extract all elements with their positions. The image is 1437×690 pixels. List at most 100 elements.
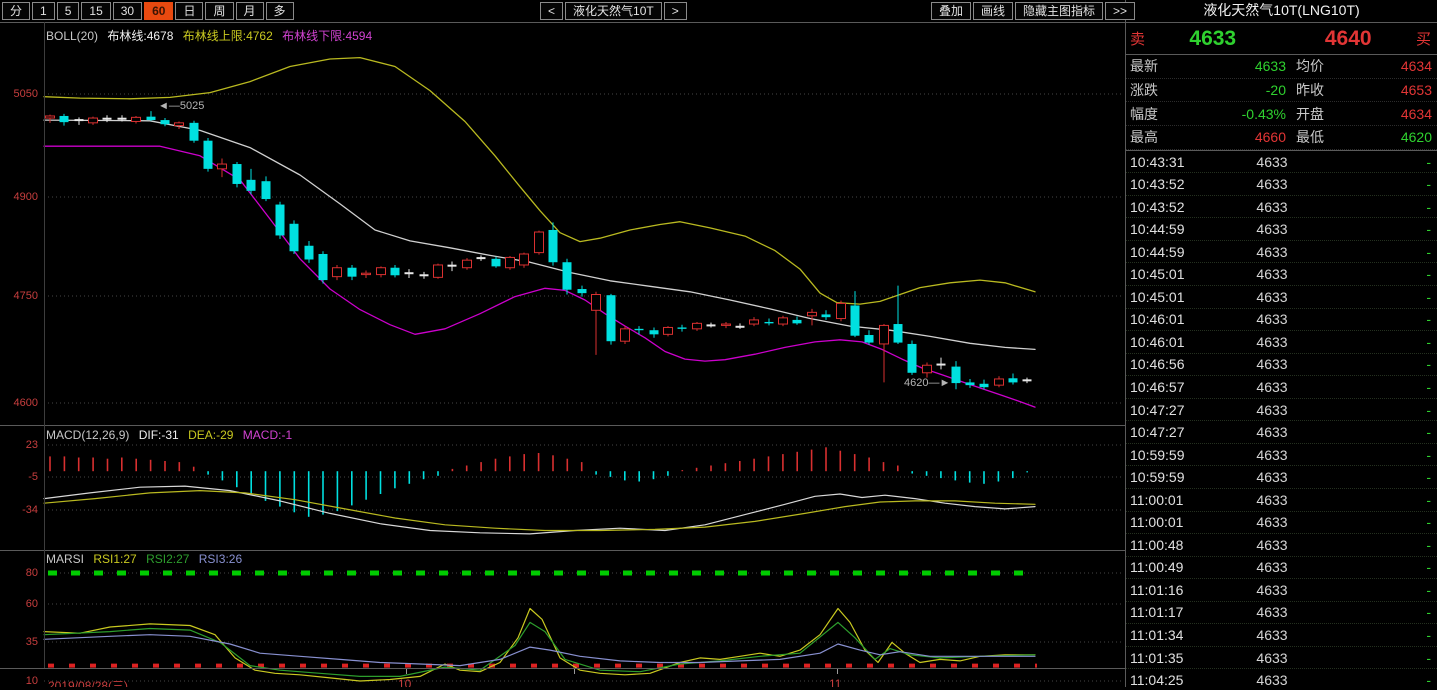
quote-v1: 4660	[1254, 129, 1286, 146]
chart-canvas[interactable]	[0, 0, 1125, 687]
tick-time: 10:59:59	[1130, 469, 1185, 486]
x-axis-strip: 2019/08/28(三) 10 11	[0, 669, 1125, 687]
tick-time: 11:00:48	[1130, 536, 1184, 553]
macd-panel	[43, 447, 1036, 535]
quote-l2: 最低	[1296, 129, 1324, 146]
tick-time: 10:43:31	[1130, 153, 1185, 170]
tick-price: 4633	[1256, 356, 1288, 373]
tick-time: 11:00:49	[1130, 559, 1184, 576]
tick-time: 10:45:01	[1130, 266, 1185, 283]
tick-time: 11:04:25	[1130, 672, 1184, 689]
tick-volume: -	[1426, 536, 1431, 553]
period-button-60[interactable]: 60	[144, 2, 174, 20]
tick-price: 4633	[1256, 514, 1288, 531]
period-button-多[interactable]: 多	[265, 2, 294, 20]
prev-symbol-button[interactable]: <	[540, 2, 564, 20]
tick-time: 10:59:59	[1130, 446, 1185, 463]
tick-row: 10:43:31 4633 -	[1126, 151, 1437, 174]
tick-volume: -	[1426, 378, 1431, 395]
tick-row: 10:46:01 4633 -	[1126, 309, 1437, 332]
tick-row: 11:01:16 4633 -	[1126, 579, 1437, 602]
tick-price: 4633	[1256, 672, 1288, 689]
tick-row: 11:00:48 4633 -	[1126, 534, 1437, 557]
tick-list[interactable]: 10:43:31 4633-10:43:52 4633-10:43:52 4633-1…	[1126, 151, 1437, 690]
y-axis-label: 4600	[13, 397, 38, 409]
quote-summary: 最新 4633 均价 4634 涨跌 -20 昨收 4653 幅度 -0.43% 开盘 4634 最高 4…	[1126, 55, 1437, 151]
tick-price: 4633	[1256, 491, 1288, 508]
period-button-日[interactable]: 日	[175, 2, 204, 20]
tick-price: 4633	[1256, 176, 1288, 193]
period-button-group: 分 1 5 15 30 60 日周月多	[2, 2, 294, 20]
x-axis-tick	[406, 669, 407, 674]
chart-region[interactable]: BOLL(20) 布林线:4678 布林线上限:4762 布林线下限:4594 …	[0, 0, 1125, 687]
draw-line-button[interactable]: 画线	[973, 2, 1014, 20]
tick-time: 11:01:17	[1130, 604, 1184, 621]
period-button-5[interactable]: 5	[56, 2, 80, 20]
tick-volume: -	[1426, 198, 1431, 215]
quote-l1: 最新	[1130, 58, 1158, 75]
tick-price: 4633	[1256, 604, 1288, 621]
tick-time: 11:01:16	[1130, 581, 1184, 598]
macd-indicator-caption: MACD(12,26,9) DIF:-31 DEA:-29 MACD:-1	[46, 428, 298, 442]
period-button-分[interactable]: 分	[2, 2, 31, 20]
period-button-30[interactable]: 30	[112, 2, 143, 20]
grid-lines	[44, 93, 1122, 682]
tick-price: 4633	[1256, 469, 1288, 486]
quote-row: 最新 4633 均价 4634	[1126, 55, 1437, 79]
period-button-月[interactable]: 月	[235, 2, 264, 20]
tick-price: 4633	[1256, 243, 1288, 260]
tick-volume: -	[1426, 604, 1431, 621]
hide-main-indicator-button[interactable]: 隐藏主图指标	[1015, 2, 1104, 20]
tick-time: 11:00:01	[1130, 491, 1184, 508]
tick-row: 10:45:01 4633 -	[1126, 263, 1437, 287]
tick-price: 4633	[1256, 649, 1288, 666]
x-axis-label: 2019/08/28(三)	[48, 679, 129, 687]
ask-price: 4640	[1324, 26, 1372, 50]
period-button-1[interactable]: 1	[32, 2, 55, 20]
rsi3-value-label: RSI3:26	[198, 552, 243, 566]
tick-row: 11:00:49 4633 -	[1126, 557, 1437, 580]
tick-row: 10:44:59 4633 -	[1126, 241, 1437, 264]
y-axis-label: 35	[25, 636, 38, 648]
tick-volume: -	[1426, 288, 1431, 305]
sell-label: 卖	[1130, 31, 1146, 48]
period-button-15[interactable]: 15	[81, 2, 111, 20]
macd-name-label: MACD(12,26,9)	[46, 428, 130, 442]
period-button-周[interactable]: 周	[205, 2, 234, 20]
rsi1-value-label: RSI1:27	[93, 552, 137, 566]
more-tools-button[interactable]: >>	[1105, 2, 1136, 20]
tick-price: 4633	[1256, 581, 1288, 598]
tick-row: 10:45:01 4633 -	[1126, 286, 1437, 309]
symbol-button[interactable]: 液化天然气10T	[565, 2, 662, 20]
tick-price: 4633	[1256, 333, 1288, 350]
y-axis-label: 60	[25, 598, 38, 610]
tick-row: 11:01:17 4633 -	[1126, 602, 1437, 625]
dea-value-label: DEA:-29	[188, 428, 234, 442]
tick-time: 10:46:57	[1130, 378, 1185, 395]
tick-row: 10:59:59 4633 -	[1126, 444, 1437, 467]
rsi-name-label: MARSI	[46, 552, 85, 566]
overlay-button[interactable]: 叠加	[931, 2, 972, 20]
tick-time: 10:46:01	[1130, 311, 1185, 328]
tick-price: 4633	[1256, 446, 1288, 463]
boll-indicator-caption: BOLL(20) 布林线:4678 布林线上限:4762 布林线下限:4594	[46, 27, 378, 44]
tick-time: 10:45:01	[1130, 288, 1185, 305]
quote-v1: 4633	[1254, 58, 1286, 75]
quote-l2: 开盘	[1296, 105, 1324, 122]
quote-l2: 均价	[1296, 58, 1324, 75]
next-symbol-button[interactable]: >	[663, 2, 687, 20]
y-axis-label: 23	[25, 439, 38, 451]
tick-price: 4633	[1256, 288, 1288, 305]
x-axis-label: 11	[829, 677, 842, 687]
quote-panel: 液化天然气10T(LNG10T) 卖 4633 4640 买 最新 4633 均价 4…	[1125, 0, 1437, 690]
tick-row: 10:47:27 4633 -	[1126, 421, 1437, 444]
tick-price: 4633	[1256, 266, 1288, 283]
tick-row: 11:01:34 4633 -	[1126, 624, 1437, 647]
tick-volume: -	[1426, 221, 1431, 238]
tick-time: 10:43:52	[1130, 176, 1185, 193]
tick-volume: -	[1426, 401, 1431, 418]
quote-l1: 涨跌	[1130, 82, 1158, 99]
instrument-title: 液化天然气10T(LNG10T)	[1126, 0, 1437, 23]
y-axis-label: 4900	[13, 191, 38, 203]
tick-time: 10:47:27	[1130, 401, 1185, 418]
